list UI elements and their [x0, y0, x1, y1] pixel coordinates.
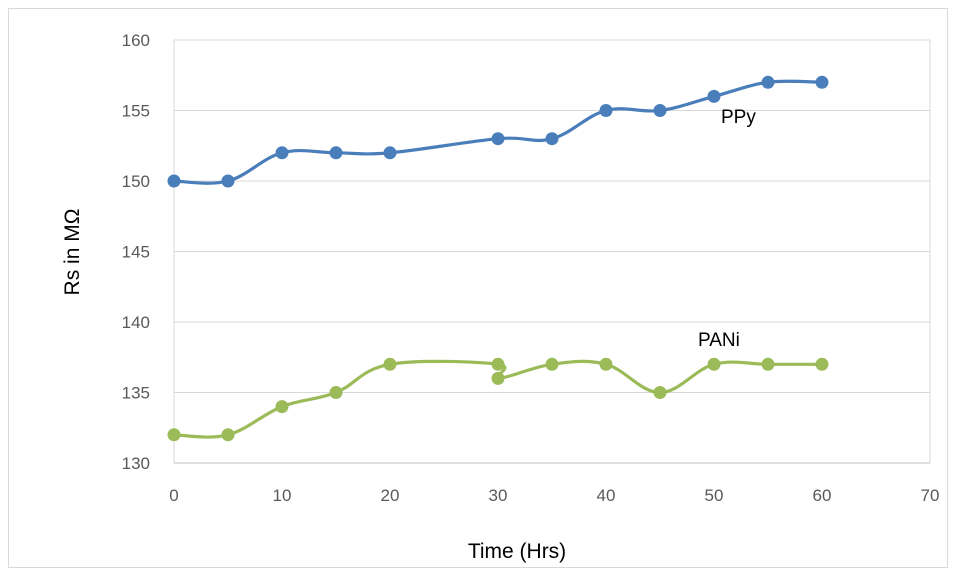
data-point [383, 146, 397, 160]
x-tick-label: 50 [705, 486, 724, 505]
data-point [653, 104, 667, 117]
series-ppy [167, 75, 829, 188]
data-point [491, 132, 505, 146]
data-point [761, 357, 775, 371]
data-point [329, 146, 343, 160]
y-tick-label: 130 [122, 454, 150, 473]
data-point [491, 371, 505, 385]
data-point [815, 75, 829, 89]
data-point [599, 357, 613, 371]
data-point [221, 428, 235, 442]
series-label-ppy: PPy [721, 107, 756, 128]
data-point [275, 146, 289, 160]
y-tick-label: 145 [122, 243, 150, 262]
data-point [545, 132, 559, 146]
x-axis-title: Time (Hrs) [468, 540, 566, 563]
axes [173, 40, 931, 464]
y-tick-label: 150 [122, 172, 150, 191]
y-tick-label: 155 [122, 102, 150, 121]
data-point [545, 357, 559, 371]
y-tick-label: 160 [122, 31, 150, 50]
y-axis-title: Rs in MΩ [61, 209, 84, 296]
x-tick-label: 70 [921, 486, 940, 505]
data-point [491, 357, 505, 371]
data-point [221, 174, 235, 188]
data-point [329, 386, 343, 399]
data-point [383, 357, 397, 371]
data-point [599, 104, 613, 117]
x-tick-label: 10 [273, 486, 292, 505]
data-point [275, 400, 289, 414]
data-point [815, 357, 829, 371]
data-point [761, 75, 775, 89]
y-tick-label: 140 [122, 313, 150, 332]
tick-labels: 130 135 140 145 150 155 160 0 10 20 30 40 50 60 70 [122, 31, 940, 505]
x-tick-label: 20 [381, 486, 400, 505]
data-point [653, 386, 667, 399]
series-pani [167, 357, 829, 442]
y-tick-label: 135 [122, 384, 150, 403]
x-tick-label: 0 [169, 486, 178, 505]
data-point [167, 174, 181, 188]
chart-frame [8, 8, 948, 568]
series-label-pani: PANi [698, 330, 740, 351]
gridlines [174, 39, 930, 464]
data-point [707, 357, 721, 371]
data-point [707, 89, 721, 103]
x-tick-label: 40 [597, 486, 616, 505]
x-tick-label: 60 [813, 486, 832, 505]
series-layer [167, 75, 829, 442]
data-point [167, 428, 181, 442]
x-tick-label: 30 [489, 486, 508, 505]
